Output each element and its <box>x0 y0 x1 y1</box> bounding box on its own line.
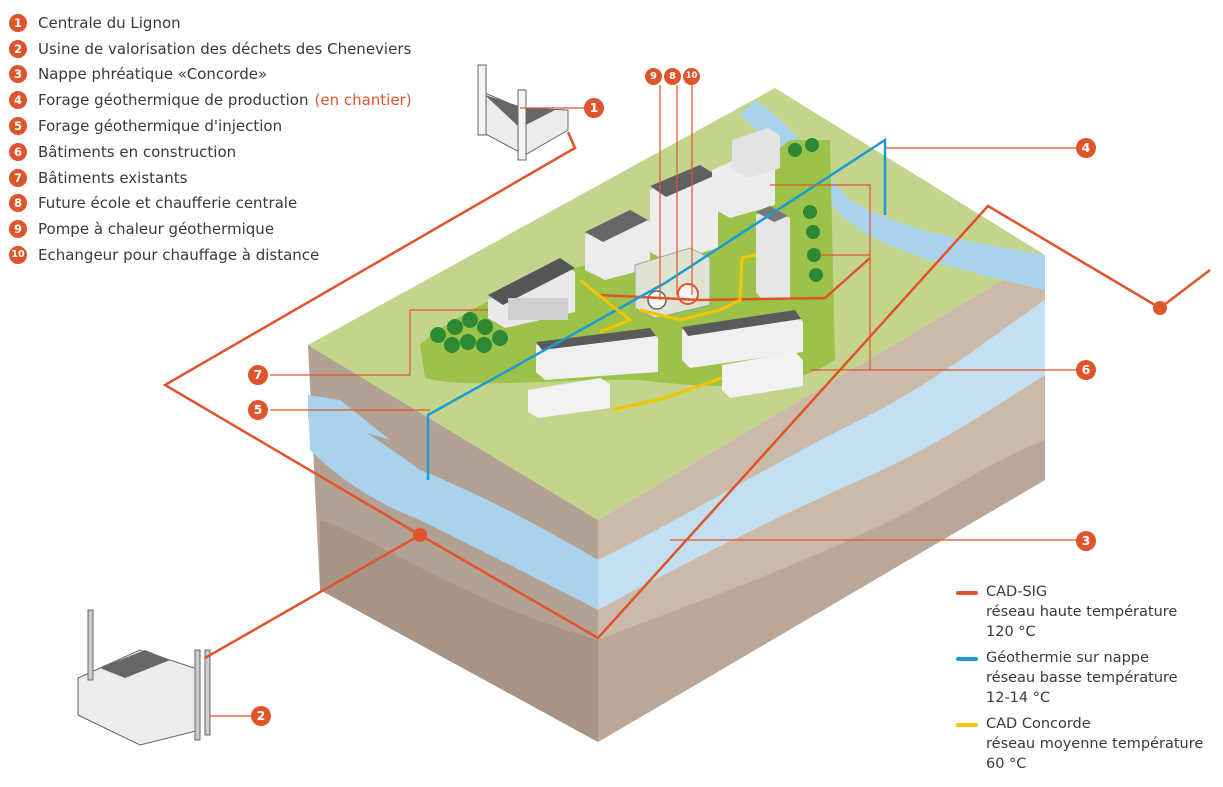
building <box>536 328 658 380</box>
legend-number: 5 <box>9 117 27 136</box>
geothermie-swatch <box>956 657 978 661</box>
network-name: CAD-SIG <box>986 584 1048 600</box>
marker-7: 7 <box>248 365 268 385</box>
network-legend-item: Géothermie sur nappe réseau basse tempér… <box>956 648 1203 708</box>
legend-label: Forage géothermique d'injection <box>38 117 283 136</box>
marker-10: 10 <box>683 68 700 85</box>
building <box>585 210 650 280</box>
network-name: Géothermie sur nappe <box>986 650 1149 666</box>
river-top <box>740 100 1045 290</box>
soil-wave-right <box>598 440 1045 742</box>
legend-label: Forage géothermique de production <box>38 91 309 110</box>
marker-5: 5 <box>248 400 268 420</box>
legend-number: 4 <box>9 91 27 110</box>
legend-label: Echangeur pour chauffage à distance <box>38 246 320 265</box>
heat-pump-unit <box>647 290 667 310</box>
legend-label: Bâtiments existants <box>38 168 188 187</box>
river-front <box>308 395 390 440</box>
legend-item: 7 Bâtiments existants <box>9 165 412 191</box>
waste-plant-building <box>77 609 211 746</box>
legend-number: 3 <box>9 65 27 84</box>
network-geothermie <box>426 137 887 480</box>
building <box>528 378 610 418</box>
legend-item: 2 Usine de valorisation des déchets des C… <box>9 36 412 62</box>
marker-6: 6 <box>1076 360 1096 380</box>
numbered-legend: 1 Centrale du Lignon 2 Usine de valorisati… <box>9 10 412 268</box>
aquifer-right <box>598 300 1045 610</box>
legend-item: 4 Forage géothermique de production (en ch… <box>9 87 412 113</box>
building <box>650 165 718 262</box>
legend-number: 2 <box>9 39 27 58</box>
legend-number: 10 <box>9 246 27 265</box>
legend-item: 6 Bâtiments en construction <box>9 139 412 165</box>
network-cad-sig <box>162 131 1211 660</box>
legend-note: (en chantier) <box>314 91 412 110</box>
legend-number: 1 <box>9 13 27 32</box>
marker-8: 8 <box>664 68 681 85</box>
legend-label: Bâtiments en construction <box>38 142 237 161</box>
cad-sig-swatch <box>956 591 978 595</box>
building <box>488 258 575 328</box>
marker-9: 9 <box>645 68 662 85</box>
building <box>682 310 803 368</box>
network-temp: 60 °C <box>986 756 1027 772</box>
network-legend: CAD-SIG réseau haute température 120 °C … <box>956 582 1203 780</box>
legend-number: 7 <box>9 168 27 187</box>
network-junction <box>413 528 427 542</box>
trees <box>430 138 823 353</box>
legend-label: Future école et chaufferie centrale <box>38 194 298 213</box>
network-junction <box>1153 301 1167 315</box>
network-temp: 120 °C <box>986 624 1036 640</box>
building <box>712 128 780 218</box>
building <box>722 352 803 398</box>
legend-label: Usine de valorisation des déchets des Ch… <box>38 39 412 58</box>
marker-1: 1 <box>584 98 604 118</box>
legend-item: 1 Centrale du Lignon <box>9 10 412 36</box>
network-desc: réseau haute température <box>986 604 1178 620</box>
legend-number: 8 <box>9 194 27 213</box>
legend-item: 10 Echangeur pour chauffage à distance <box>9 242 412 268</box>
legend-item: 9 Pompe à chaleur géothermique <box>9 216 412 242</box>
legend-item: 5 Forage géothermique d'injection <box>9 113 412 139</box>
legend-item: 8 Future école et chaufferie centrale <box>9 191 412 217</box>
network-desc: réseau basse température <box>986 670 1178 686</box>
lignon-power-plant <box>477 64 569 161</box>
marker-3: 3 <box>1076 531 1096 551</box>
legend-label: Pompe à chaleur géothermique <box>38 220 275 239</box>
soil-wave-left <box>320 520 598 742</box>
network-cad-concorde <box>579 253 757 412</box>
network-legend-item: CAD-SIG réseau haute température 120 °C <box>956 582 1203 642</box>
marker-2: 2 <box>251 706 271 726</box>
buildings <box>77 64 803 746</box>
legend-number: 6 <box>9 142 27 161</box>
network-temp: 12-14 °C <box>986 690 1051 706</box>
network-desc: réseau moyenne température <box>986 736 1204 752</box>
legend-number: 9 <box>9 220 27 239</box>
callout-lines <box>210 85 1080 717</box>
network-name: CAD Concorde <box>986 716 1091 732</box>
legend-label: Centrale du Lignon <box>38 13 181 32</box>
legend-item: 3 Nappe phréatique «Concorde» <box>9 62 412 88</box>
marker-4: 4 <box>1076 138 1096 158</box>
cad-concorde-swatch <box>956 723 978 727</box>
network-legend-item: CAD Concorde réseau moyenne température … <box>956 714 1203 774</box>
legend-label: Nappe phréatique «Concorde» <box>38 65 268 84</box>
aquifer-left <box>308 395 598 610</box>
